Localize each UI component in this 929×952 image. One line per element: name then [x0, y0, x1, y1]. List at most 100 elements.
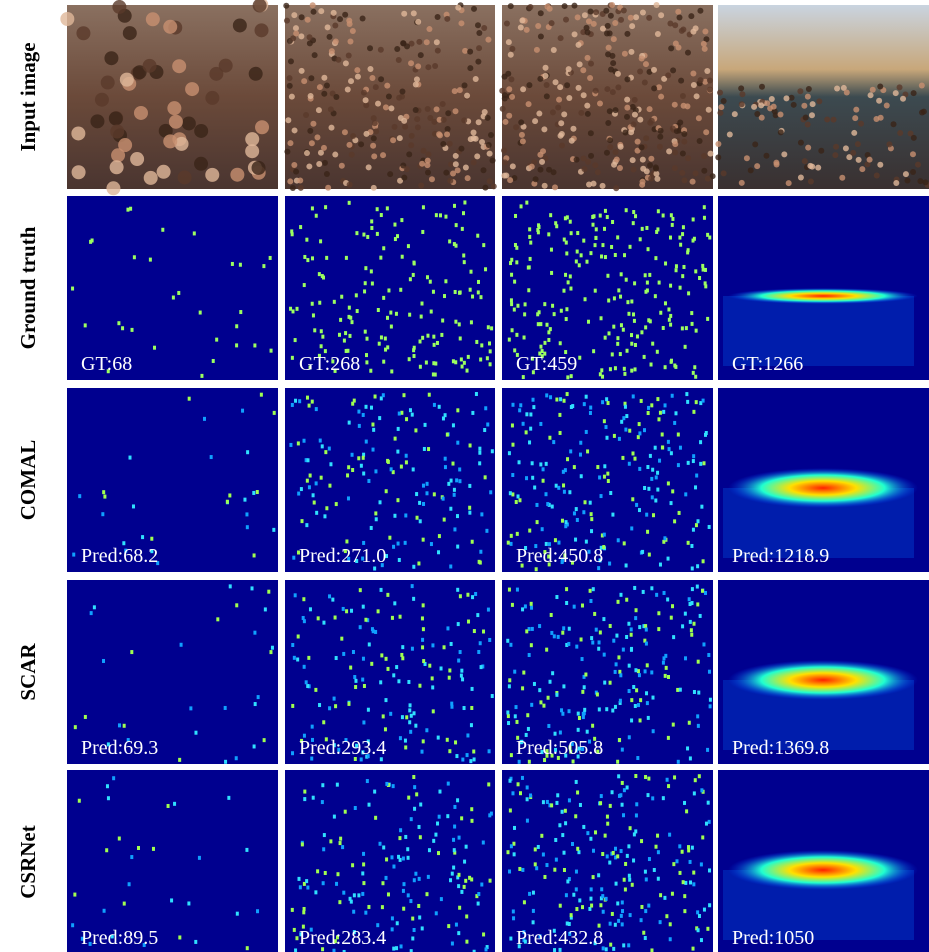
density-dot: [325, 506, 328, 510]
density-dot: [443, 645, 446, 649]
head: [346, 52, 352, 58]
density-dot: [473, 757, 476, 761]
head: [526, 82, 532, 88]
density-dot: [455, 923, 458, 927]
head: [721, 98, 727, 104]
density-dot: [600, 494, 603, 498]
density-dot: [509, 491, 512, 495]
density-dot: [541, 527, 544, 531]
head: [806, 86, 812, 92]
density-dot: [528, 529, 531, 533]
head: [703, 129, 709, 135]
density-dot: [619, 352, 622, 356]
head: [453, 161, 459, 167]
cell-label: Pred:1218.9: [732, 545, 829, 567]
density-dot: [303, 255, 306, 259]
density-dot: [665, 666, 668, 670]
density-dot: [692, 947, 695, 951]
density-dot: [322, 720, 325, 724]
density-dot: [362, 413, 365, 417]
density-dot: [415, 792, 418, 796]
density-dot: [560, 309, 563, 313]
density-dot: [405, 715, 408, 719]
density-dot: [565, 251, 568, 255]
density-dot: [425, 361, 428, 365]
head: [445, 110, 451, 116]
density-dot: [595, 628, 598, 632]
density-dot: [239, 310, 242, 314]
head: [363, 97, 369, 103]
head: [582, 166, 588, 172]
density-map: Pred:1050: [718, 770, 929, 952]
density-dot: [446, 814, 449, 818]
density-dot: [424, 423, 427, 427]
density-dot: [408, 357, 411, 361]
density-dot: [294, 948, 297, 952]
density-dot: [589, 251, 592, 255]
density-dot: [476, 234, 479, 238]
density-dot: [454, 740, 457, 744]
density-dot: [580, 637, 583, 641]
density-dot: [616, 760, 619, 764]
density-dot: [625, 563, 628, 567]
density-dot: [325, 256, 328, 260]
density-dot: [514, 214, 517, 218]
density-dot: [709, 698, 712, 702]
density-dot: [647, 777, 650, 781]
density-dot: [550, 631, 553, 635]
density-dot: [305, 879, 308, 883]
density-dot: [554, 732, 557, 736]
density-dot: [322, 621, 325, 625]
density-dot: [606, 215, 609, 219]
density-dot: [405, 417, 408, 421]
head: [832, 152, 838, 158]
density-dot: [602, 617, 605, 621]
density-dot: [536, 228, 539, 232]
density-dot: [458, 291, 461, 295]
head: [670, 67, 676, 73]
density-dot: [518, 408, 521, 412]
density-dot: [401, 255, 404, 259]
density-dot: [479, 550, 482, 554]
density-dot: [391, 916, 394, 920]
density-dot: [466, 369, 469, 373]
density-dot: [650, 363, 653, 367]
density-dot: [598, 640, 601, 644]
density-dot: [478, 560, 481, 564]
density-dot: [623, 788, 626, 792]
density-dot: [696, 602, 699, 606]
head: [287, 75, 293, 81]
density-dot: [690, 628, 693, 632]
density-dot: [534, 847, 537, 851]
density-dot: [625, 414, 628, 418]
density-dot: [698, 774, 701, 778]
head: [371, 153, 377, 159]
head: [76, 26, 90, 40]
density-dot: [315, 214, 318, 218]
density-dot: [194, 940, 197, 944]
density-dot: [622, 416, 625, 420]
density-dot: [692, 871, 695, 875]
density-dot: [417, 904, 420, 908]
density-dot: [400, 218, 403, 222]
head: [556, 97, 562, 103]
head: [810, 101, 816, 107]
density-dot: [180, 643, 183, 647]
head: [343, 60, 349, 66]
density-dot: [529, 412, 532, 416]
density-dot: [603, 533, 606, 537]
density-dot: [691, 846, 694, 850]
head: [367, 66, 373, 72]
density-dot: [627, 844, 630, 848]
density-dot: [390, 855, 393, 859]
input-image: [499, 2, 715, 191]
density-dot: [671, 892, 674, 896]
density-dot: [645, 513, 648, 517]
density-dot: [694, 778, 697, 782]
head: [852, 115, 858, 121]
head: [316, 161, 322, 167]
density-dot: [262, 264, 265, 268]
head: [818, 148, 824, 154]
density-dot: [448, 676, 451, 680]
head: [574, 157, 580, 163]
